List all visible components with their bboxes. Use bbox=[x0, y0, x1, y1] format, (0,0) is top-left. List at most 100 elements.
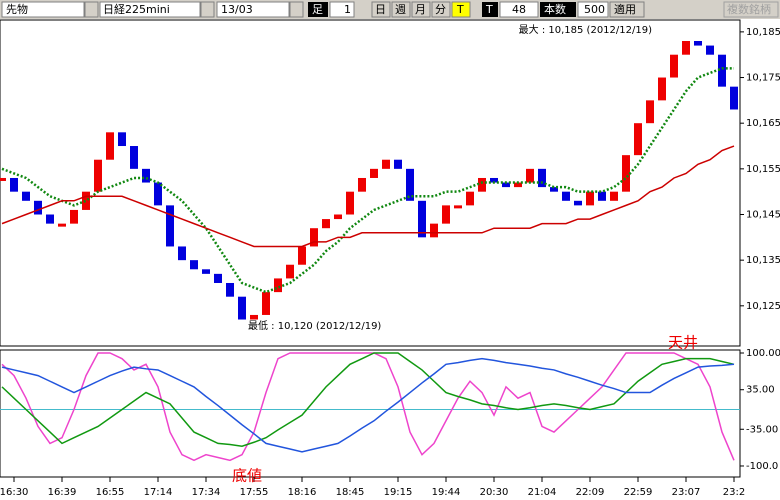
x-tick-label: 16:55 bbox=[96, 487, 125, 498]
day: 日 bbox=[375, 3, 386, 16]
y-tick-label: -35.00 bbox=[746, 424, 778, 435]
price-bar bbox=[70, 210, 78, 224]
dropdown-button[interactable] bbox=[201, 2, 214, 17]
price-bar bbox=[706, 46, 714, 55]
price-bar bbox=[202, 269, 210, 274]
price-bar bbox=[118, 132, 126, 146]
price-bar bbox=[646, 100, 654, 123]
price-bar bbox=[346, 192, 354, 215]
x-tick-label: 22:59 bbox=[624, 487, 653, 498]
price-bar bbox=[82, 192, 90, 210]
price-bar bbox=[430, 224, 438, 238]
price-bar bbox=[130, 146, 138, 169]
annotation-top: 天井 bbox=[668, 334, 698, 352]
price-bar bbox=[658, 78, 666, 101]
price-bar bbox=[274, 278, 282, 292]
tick2: T bbox=[485, 3, 493, 16]
contract: 13/03 bbox=[221, 3, 253, 16]
x-tick-label: 20:30 bbox=[480, 487, 509, 498]
y-tick-label: -100.0 bbox=[746, 461, 778, 472]
price-bar bbox=[298, 246, 306, 264]
x-tick-label: 22:09 bbox=[576, 487, 605, 498]
x-tick-label: 23:2 bbox=[723, 487, 745, 498]
y-tick-label: 100.00 bbox=[746, 348, 780, 359]
price-bar bbox=[334, 215, 342, 220]
y-tick-label: 10,125 bbox=[746, 301, 780, 312]
price-bar bbox=[166, 205, 174, 246]
annotation-bottom: 底値 bbox=[232, 467, 262, 485]
price-bar bbox=[22, 192, 30, 201]
price-bar bbox=[94, 160, 102, 192]
price-bar bbox=[634, 123, 642, 155]
oscillator-plot bbox=[0, 350, 740, 477]
y-tick-label: 10,175 bbox=[746, 73, 780, 84]
price-bar bbox=[574, 201, 582, 206]
symbol: 日経225mini bbox=[103, 3, 170, 16]
y-tick-label: 10,155 bbox=[746, 164, 780, 175]
x-tick-label: 16:30 bbox=[0, 487, 28, 498]
x-tick-label: 18:16 bbox=[288, 487, 317, 498]
price-bar bbox=[418, 201, 426, 238]
price-bar bbox=[10, 178, 18, 192]
price-bar bbox=[562, 192, 570, 201]
y-tick-label: 35.00 bbox=[746, 385, 775, 396]
price-bar bbox=[34, 201, 42, 215]
x-tick-label: 19:44 bbox=[432, 487, 461, 498]
price-bar bbox=[214, 274, 222, 283]
price-bar bbox=[598, 192, 606, 201]
tick: T bbox=[456, 3, 464, 16]
x-tick-label: 17:14 bbox=[144, 487, 173, 498]
market: 先物 bbox=[6, 2, 28, 16]
price-bar bbox=[0, 178, 6, 181]
price-bar bbox=[394, 160, 402, 169]
minute: 分 bbox=[435, 3, 446, 16]
annotation-max: 最大 : 10,185 (2012/12/19) bbox=[519, 23, 652, 36]
x-tick-label: 17:55 bbox=[240, 487, 269, 498]
price-bar bbox=[178, 246, 186, 260]
count-label: 本数 bbox=[544, 2, 566, 16]
x-tick-label: 23:07 bbox=[672, 487, 701, 498]
price-bar bbox=[682, 41, 690, 55]
price-bar bbox=[670, 55, 678, 78]
price-bar bbox=[694, 41, 702, 46]
bar-unit: 1 bbox=[344, 3, 351, 16]
dropdown-button[interactable] bbox=[85, 2, 98, 17]
price-bar bbox=[382, 160, 390, 169]
y-tick-label: 10,135 bbox=[746, 255, 780, 266]
price-bar bbox=[526, 169, 534, 183]
price-bar bbox=[442, 205, 450, 223]
apply: 適用 bbox=[614, 2, 636, 16]
price-bar bbox=[730, 87, 738, 110]
bar-label: 足 bbox=[312, 3, 323, 16]
bars: 500 bbox=[584, 3, 605, 16]
price-bar bbox=[286, 265, 294, 279]
week: 週 bbox=[395, 3, 406, 16]
price-bar bbox=[322, 219, 330, 228]
price-bar bbox=[358, 178, 366, 192]
x-tick-label: 21:04 bbox=[528, 487, 557, 498]
price-bar bbox=[610, 192, 618, 201]
count: 48 bbox=[512, 3, 526, 16]
price-bar bbox=[226, 283, 234, 297]
y-tick-label: 10,165 bbox=[746, 118, 780, 129]
x-tick-label: 16:39 bbox=[48, 487, 77, 498]
price-bar bbox=[586, 192, 594, 206]
x-tick-label: 17:34 bbox=[192, 487, 221, 498]
dropdown-button[interactable] bbox=[290, 2, 303, 17]
price-bar bbox=[466, 192, 474, 206]
price-bar bbox=[46, 215, 54, 224]
price-bar bbox=[250, 315, 258, 320]
price-bar bbox=[454, 205, 462, 208]
price-bar bbox=[106, 132, 114, 159]
month: 月 bbox=[415, 3, 426, 16]
price-bar bbox=[238, 297, 246, 320]
annotation-min: 最低 : 10,120 (2012/12/19) bbox=[248, 319, 381, 332]
y-tick-label: 10,145 bbox=[746, 210, 780, 221]
y-tick-label: 10,185 bbox=[746, 27, 780, 38]
price-bar bbox=[370, 169, 378, 178]
x-tick-label: 18:45 bbox=[336, 487, 365, 498]
multi: 複数銘柄 bbox=[727, 2, 771, 16]
x-tick-label: 19:15 bbox=[384, 487, 413, 498]
price-bar bbox=[58, 224, 66, 227]
